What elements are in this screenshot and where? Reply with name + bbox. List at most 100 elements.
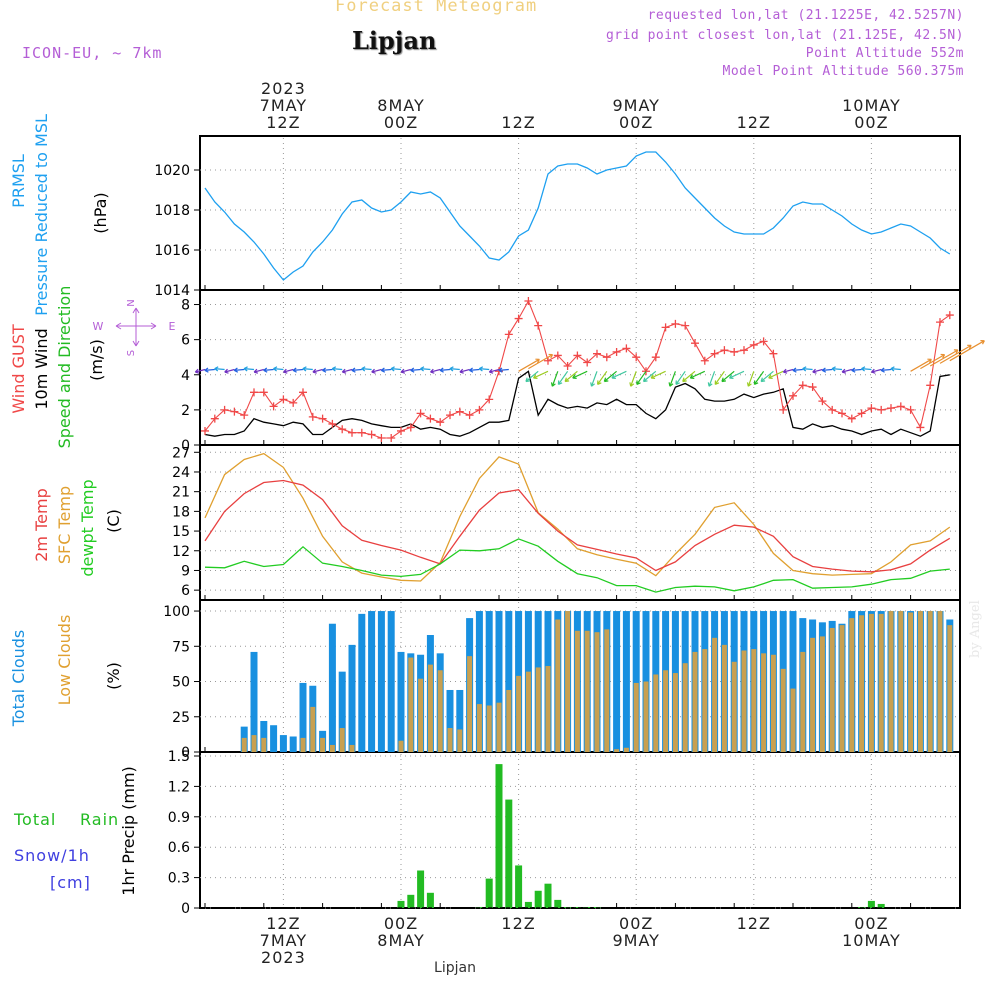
low-cloud-bar xyxy=(770,654,776,752)
gust-marker xyxy=(524,297,533,306)
compass-w: W xyxy=(93,320,104,333)
total-cloud-bar xyxy=(446,689,454,752)
gust-marker xyxy=(945,311,954,320)
dewpoint-line xyxy=(204,538,950,593)
low-cloud-bar xyxy=(300,737,306,752)
precip-tick-label: 0 xyxy=(181,901,190,917)
precip-bar xyxy=(505,799,513,908)
total-cloud-bar xyxy=(338,671,346,752)
low-cloud-bar xyxy=(516,675,522,752)
total-cloud-bar xyxy=(495,611,503,752)
wind-direction-arrow xyxy=(603,370,617,383)
low-cloud-bar xyxy=(310,706,316,752)
bottom-time-label: 00Z xyxy=(384,914,418,933)
wind-direction-arrow xyxy=(841,368,852,374)
low-cloud-bar xyxy=(506,689,512,752)
gust-marker xyxy=(338,425,347,434)
precip-bar xyxy=(485,878,493,908)
wind-direction-arrow xyxy=(629,371,637,387)
gust-marker xyxy=(465,411,474,420)
total-cloud-bar xyxy=(328,623,336,752)
gust-marker xyxy=(534,321,543,330)
gust-marker xyxy=(416,409,425,418)
location-title: Lipjan xyxy=(352,26,437,55)
gust-marker xyxy=(406,423,415,432)
wind-direction-arrow xyxy=(488,368,500,374)
precip-bar xyxy=(867,900,875,908)
total-cloud-bar xyxy=(397,651,405,752)
total-cloud-bar xyxy=(613,611,621,752)
gust-marker xyxy=(632,353,641,362)
model-altitude: Model Point Altitude 560.375m xyxy=(722,64,964,79)
chart-title: Forecast Meteogram xyxy=(335,0,538,16)
precip-rain-label: Rain xyxy=(80,810,119,829)
low-cloud-bar xyxy=(339,728,345,752)
low-cloud-bar xyxy=(849,618,855,752)
gust-marker xyxy=(240,411,249,420)
low-cloud-bar xyxy=(839,625,845,752)
gust-marker xyxy=(759,337,768,346)
temperature-tick-label: 12 xyxy=(172,544,190,560)
gust-marker xyxy=(455,407,464,416)
wind-direction-arrow xyxy=(469,367,480,373)
precip-bar xyxy=(426,892,434,908)
wind-tick-label: 8 xyxy=(181,298,190,314)
low-cloud-bar xyxy=(447,728,453,752)
precip-tick-label: 0.6 xyxy=(168,840,190,856)
gust-marker xyxy=(583,358,592,367)
wind-direction-arrow xyxy=(572,370,588,379)
low-cloud-bar xyxy=(751,649,757,752)
gust-marker xyxy=(877,405,886,414)
bottom-time-label: 12Z xyxy=(501,914,535,933)
gust-marker xyxy=(916,423,925,432)
precip-tick-label: 1.2 xyxy=(168,779,190,795)
low-cloud-bar xyxy=(712,637,718,752)
low-cloud-bar xyxy=(476,704,482,752)
low-cloud-bar xyxy=(320,737,326,752)
wind-direction-arrow xyxy=(302,366,313,372)
wind-direction-arrow xyxy=(430,368,441,374)
gust-marker xyxy=(828,405,837,414)
low-cloud-bar xyxy=(810,637,816,752)
temp-unit-label: (C) xyxy=(104,509,123,533)
gust-marker xyxy=(328,419,337,428)
wind-direction-arrow xyxy=(410,367,421,373)
wind-direction-arrow xyxy=(920,353,946,370)
wind-direction-arrow xyxy=(689,370,706,379)
precip-bar xyxy=(573,906,581,908)
low-cloud-bar xyxy=(819,636,825,752)
total-cloud-bar xyxy=(260,720,268,752)
wind-direction-arrow xyxy=(939,344,972,364)
pressure-tick-label: 1014 xyxy=(154,283,190,299)
total-cloud-bar xyxy=(289,736,297,752)
wind-tick-label: 6 xyxy=(181,333,190,349)
wind-direction-arrow xyxy=(597,370,608,385)
wind-direction-arrow xyxy=(564,370,578,383)
low-cloud-bar xyxy=(623,747,629,752)
compass-n: N xyxy=(126,299,137,306)
pressure-tick-label: 1016 xyxy=(154,243,190,259)
clouds-tick-label: 0 xyxy=(181,745,190,761)
low-cloud-bar xyxy=(702,649,708,752)
gust-marker xyxy=(896,402,905,411)
low-cloud-bar xyxy=(780,668,786,752)
total-cloud-bar xyxy=(789,611,797,752)
signature: by Angel xyxy=(968,600,983,658)
low-cloud-bar xyxy=(408,657,414,752)
low-cloud-bar xyxy=(604,629,610,752)
wind-direction-arrow xyxy=(204,367,215,373)
gust-marker xyxy=(847,414,856,423)
low-cloud-bar xyxy=(457,729,463,752)
low-cloud-bar xyxy=(594,632,600,752)
low-cloud-bar xyxy=(937,611,943,752)
wind-direction-arrow xyxy=(439,367,451,373)
gust-marker xyxy=(622,344,631,353)
low-cloud-bar xyxy=(241,737,247,752)
bottom-time-label: 12Z xyxy=(737,914,771,933)
gust-marker xyxy=(710,349,719,358)
gust-marker xyxy=(201,426,209,435)
gust-marker xyxy=(357,428,366,437)
gust-marker xyxy=(779,405,788,414)
total-clouds-label: Total Clouds xyxy=(9,630,28,728)
precip-bar xyxy=(417,870,425,908)
